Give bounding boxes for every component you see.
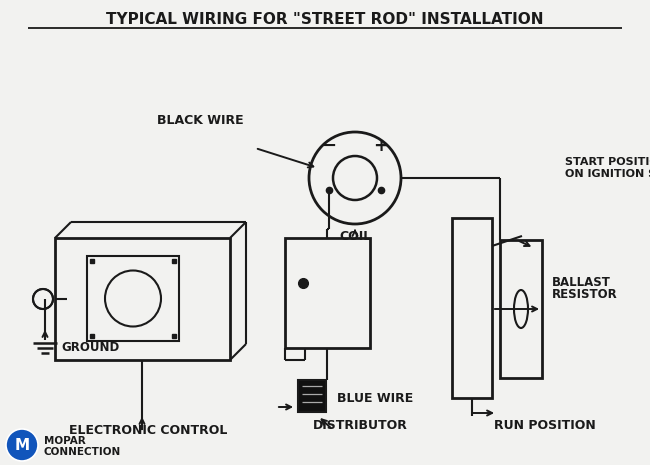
Bar bbox=[452, 218, 492, 398]
Text: DISTRIBUTOR: DISTRIBUTOR bbox=[313, 418, 408, 432]
Bar bbox=[0, 435, 105, 463]
Text: +: + bbox=[374, 137, 389, 155]
Circle shape bbox=[6, 429, 38, 461]
Text: CONNECTION: CONNECTION bbox=[44, 447, 122, 457]
Text: −: − bbox=[322, 137, 337, 155]
Text: RUN POSITION: RUN POSITION bbox=[494, 418, 596, 432]
Bar bbox=[500, 240, 542, 378]
Text: BLUE WIRE: BLUE WIRE bbox=[337, 392, 413, 405]
Bar bbox=[298, 380, 326, 412]
Text: COIL: COIL bbox=[339, 230, 371, 243]
Text: TYPICAL WIRING FOR "STREET ROD" INSTALLATION: TYPICAL WIRING FOR "STREET ROD" INSTALLA… bbox=[106, 13, 544, 27]
Text: BLACK WIRE: BLACK WIRE bbox=[157, 113, 243, 126]
Text: BALLAST: BALLAST bbox=[552, 275, 611, 288]
Text: ON IGNITION SWITCH: ON IGNITION SWITCH bbox=[565, 169, 650, 179]
Bar bbox=[55, 238, 230, 360]
Bar bbox=[87, 256, 179, 341]
Text: GROUND: GROUND bbox=[61, 340, 119, 353]
Text: M: M bbox=[14, 438, 29, 452]
Text: RESISTOR: RESISTOR bbox=[552, 287, 618, 300]
Bar bbox=[285, 238, 370, 348]
Text: MOPAR: MOPAR bbox=[44, 436, 86, 446]
Text: START POSITION: START POSITION bbox=[565, 157, 650, 167]
Text: ELECTRONIC CONTROL: ELECTRONIC CONTROL bbox=[69, 424, 228, 437]
